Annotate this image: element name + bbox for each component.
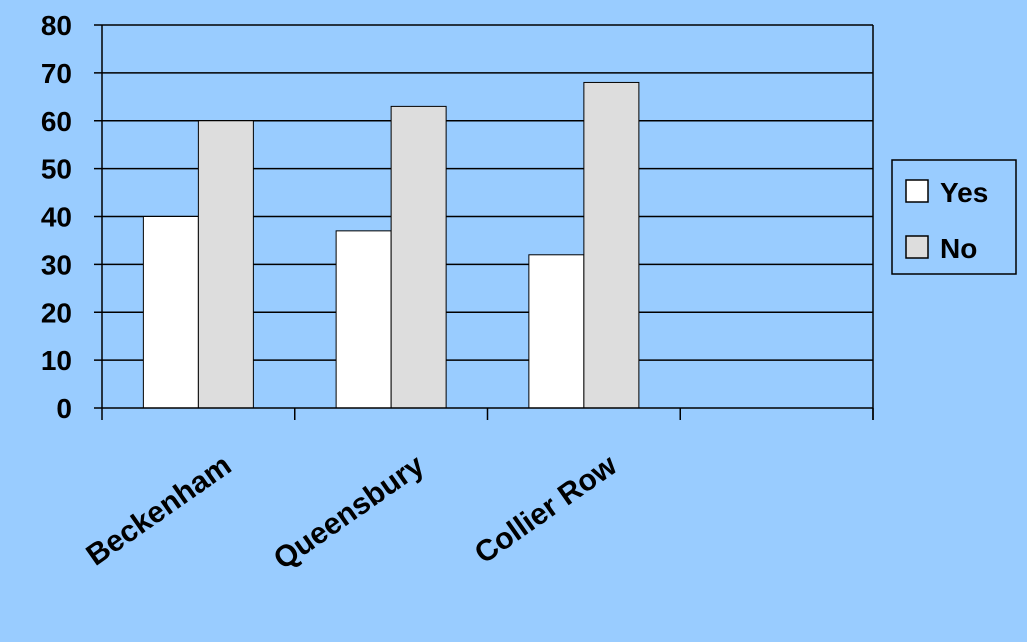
y-tick-label: 20 [41, 297, 72, 328]
y-tick-labels: 0 10 20 30 40 50 60 70 80 [41, 10, 72, 424]
bar-yes-beckenham [142, 216, 199, 409]
legend-box [891, 159, 1017, 275]
legend: Yes No [891, 159, 1017, 275]
legend-label: No [940, 233, 977, 264]
legend-label: Yes [940, 177, 988, 208]
y-tick-label: 30 [41, 249, 72, 280]
y-tick-label: 40 [41, 202, 72, 233]
axes [94, 24, 874, 420]
category-label: Collier Row [469, 448, 624, 570]
bar-no-beckenham [197, 120, 254, 409]
legend-swatch [905, 179, 929, 203]
y-tick-label: 50 [41, 154, 72, 185]
y-tick-label: 70 [41, 58, 72, 89]
bar-no-queensbury [390, 105, 447, 409]
bar-yes-collier-row [528, 254, 585, 409]
y-tick-label: 10 [41, 345, 72, 376]
category-label: Beckenham [80, 449, 237, 573]
y-tick-label: 80 [41, 10, 72, 41]
y-tick-label: 0 [56, 393, 72, 424]
y-tick-label: 60 [41, 106, 72, 137]
bar-no-collier-row [583, 81, 640, 409]
bar-yes-queensbury [335, 230, 392, 409]
category-label: Queensbury [268, 449, 431, 577]
legend-swatch [905, 235, 929, 259]
category-labels: Beckenham Queensbury Collier Row [80, 448, 623, 576]
bars [142, 81, 640, 409]
